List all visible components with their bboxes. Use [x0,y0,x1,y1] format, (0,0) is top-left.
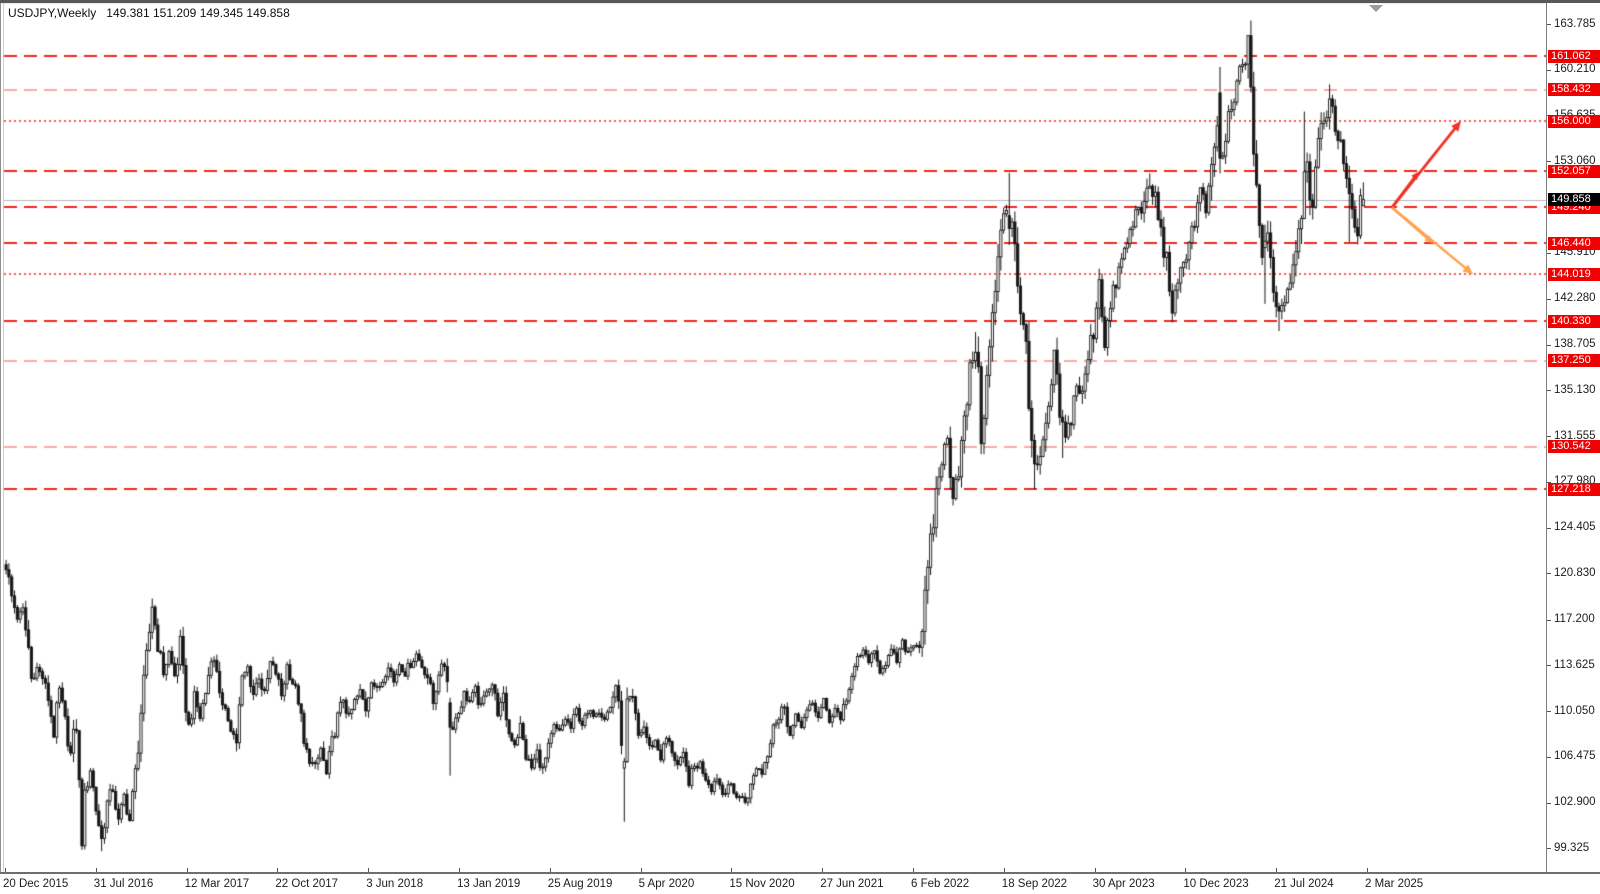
price-axis-tick-label: 117.200 [1554,613,1595,626]
price-axis-tick-label: 124.405 [1554,521,1596,534]
level-price-label: 158.432 [1548,83,1600,97]
time-axis-tick-mark [368,868,370,872]
price-axis-tick-label: 142.280 [1554,292,1596,305]
price-axis-tick-label: 99.325 [1554,841,1590,854]
time-axis-tick-mark [822,868,824,872]
time-axis-tick-mark [459,868,460,872]
candlestick-chart[interactable] [0,0,1546,872]
level-price-label: 156.000 [1548,114,1600,128]
time-axis-tick-label: 22 Oct 2017 [275,878,339,890]
price-axis-tick-label: 110.050 [1554,704,1595,717]
time-axis-tick-mark [1367,868,1368,872]
time-axis-tick-mark [1276,868,1278,872]
level-price-label: 144.019 [1548,267,1600,281]
price-axis-tick-mark [1547,24,1551,25]
price-axis-tick-label: 113.625 [1554,658,1595,671]
price-axis-tick-mark [1547,252,1551,254]
time-axis-tick-label: 5 Apr 2020 [638,878,695,890]
level-price-label: 146.440 [1548,236,1600,250]
time-axis-tick-mark [186,868,188,872]
price-axis-tick-mark [1547,711,1551,713]
price-axis-tick-mark [1547,756,1551,758]
price-axis-tick-label: 102.900 [1554,796,1596,809]
time-axis-tick-label: 10 Dec 2023 [1183,878,1249,890]
level-price-label: 161.062 [1548,49,1600,63]
price-axis-tick-label: 160.210 [1554,63,1596,76]
price-axis-tick-label: 163.785 [1554,17,1596,30]
time-axis-tick-mark [1094,868,1096,872]
ohlc-values: 149.381 151.209 149.345 149.858 [106,6,290,20]
current-price-label: 149.858 [1548,193,1600,207]
level-price-label: 130.542 [1548,440,1600,454]
price-axis[interactable]: 163.785160.210156.635153.060145.910142.2… [1546,3,1600,872]
time-axis-tick-label: 21 Jul 2024 [1274,878,1334,890]
price-axis-tick-label: 131.555 [1554,429,1596,442]
time-axis-tick-mark [731,868,733,872]
time-axis-tick-label: 27 Jun 2021 [820,878,884,890]
price-axis-tick-label: 135.130 [1554,383,1596,396]
price-axis-tick-label: 153.060 [1554,154,1596,167]
price-axis-tick-mark [1547,69,1551,71]
price-axis-tick-mark [1547,390,1551,392]
price-axis-tick-mark [1547,573,1551,575]
price-axis-tick-label: 120.830 [1554,566,1596,579]
time-axis-tick-mark [1003,868,1005,872]
time-axis-tick-mark [5,868,6,872]
price-axis-tick-mark [1547,344,1551,346]
level-price-label: 152.057 [1548,164,1600,178]
time-axis-tick-label: 13 Jan 2019 [457,878,521,890]
price-axis-tick-mark [1547,298,1551,300]
price-axis-tick-mark [1547,619,1551,621]
time-axis-tick-label: 31 Jul 2016 [93,878,154,890]
price-axis-tick-mark [1547,802,1551,804]
time-axis-tick-label: 3 Jun 2018 [366,878,424,890]
time-axis-tick-label: 15 Nov 2020 [729,878,795,890]
time-axis-tick-label: 2 Mar 2025 [1365,878,1424,890]
time-axis-tick-label: 6 Feb 2022 [911,878,970,890]
level-price-label: 137.250 [1548,354,1600,368]
time-axis-tick-label: 18 Sep 2022 [1001,878,1068,890]
price-axis-tick-label: 106.475 [1554,750,1596,763]
price-axis-tick-mark [1547,481,1551,483]
time-axis-tick-mark [95,868,97,872]
time-axis[interactable]: 20 Dec 2015 31 Jul 2016 12 Mar 2017 22 Oct … [0,868,1600,894]
time-axis-tick-label: 20 Dec 2015 [3,878,69,890]
price-axis-tick-label: 138.705 [1554,338,1596,351]
price-axis-tick-mark [1547,665,1551,667]
price-axis-tick-mark [1547,436,1551,438]
chart-header: USDJPY,Weekly 149.381 151.209 149.345 149… [8,6,290,20]
time-axis-tick-mark [1185,868,1187,872]
symbol-timeframe-label: USDJPY,Weekly [8,6,97,20]
level-price-label: 127.218 [1548,482,1600,496]
price-axis-tick-mark [1547,161,1551,163]
time-axis-tick-mark [549,868,551,872]
price-axis-tick-mark [1547,848,1551,850]
time-axis-tick-mark [640,868,642,872]
time-axis-tick-mark [277,868,279,872]
time-axis-tick-label: 30 Apr 2023 [1092,878,1155,890]
time-axis-tick-label: 25 Aug 2019 [547,878,613,890]
time-axis-tick-mark [913,868,914,872]
time-axis-tick-label: 12 Mar 2017 [184,878,250,890]
level-price-label: 140.330 [1548,314,1600,328]
price-axis-tick-mark [1547,527,1551,529]
